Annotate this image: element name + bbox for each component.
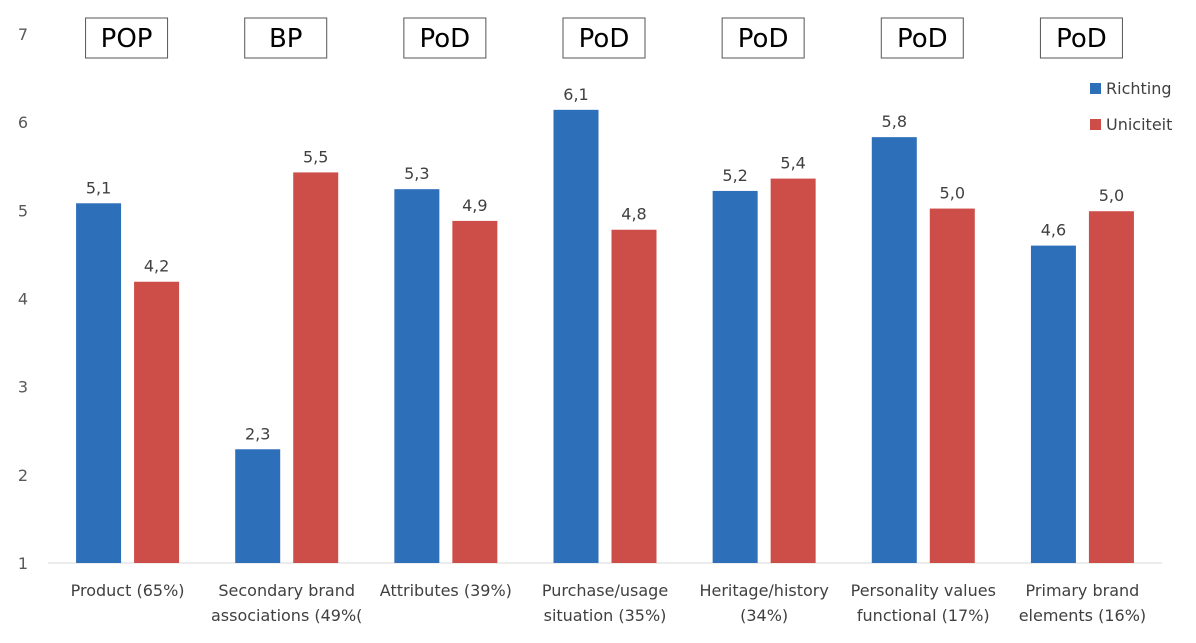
data-label: 5,5 <box>303 147 328 166</box>
data-label: 5,1 <box>86 178 111 197</box>
x-category-label: Purchase/usage <box>542 581 668 600</box>
x-category-label: situation (35%) <box>544 606 667 625</box>
tag-label: PoD <box>420 24 471 54</box>
tag-box <box>721 17 805 59</box>
x-category-label: Attributes (39%) <box>380 581 512 600</box>
tag-label: BP <box>269 24 303 54</box>
data-label: 4,2 <box>144 257 169 276</box>
y-tick-label: 6 <box>18 113 28 132</box>
x-category-label: Heritage/history <box>699 581 828 600</box>
data-label: 4,6 <box>1041 221 1066 240</box>
y-tick-label: 2 <box>18 466 28 485</box>
data-label: 2,3 <box>245 424 270 443</box>
x-category-label: functional (17%) <box>857 606 990 625</box>
data-label: 5,4 <box>780 154 805 173</box>
y-tick-label: 7 <box>18 25 28 44</box>
bar-richting-6 <box>871 137 917 563</box>
x-category-label: Primary brand <box>1026 581 1140 600</box>
data-label: 6,1 <box>563 85 588 104</box>
bar-uniciteit-5 <box>770 178 816 564</box>
tag-box <box>562 17 646 59</box>
bar-richting-4 <box>553 109 599 563</box>
tag-label: PoD <box>579 24 630 54</box>
x-category-label: Product (65%) <box>71 581 185 600</box>
y-tick-label: 4 <box>18 290 28 309</box>
legend-label: Uniciteit <box>1106 115 1172 134</box>
tag-box <box>403 17 487 59</box>
legend-label: Richting <box>1106 79 1172 98</box>
tag-label: POP <box>101 24 153 54</box>
tag-label: PoD <box>897 24 948 54</box>
data-label: 5,8 <box>882 112 907 131</box>
bar-richting-7 <box>1030 245 1076 563</box>
bar-uniciteit-4 <box>611 229 657 564</box>
bar-uniciteit-7 <box>1088 211 1134 563</box>
x-category-label: (34%) <box>740 606 788 625</box>
bar-richting-3 <box>394 189 440 563</box>
tag-box <box>244 17 328 59</box>
bar-richting-5 <box>712 190 758 564</box>
x-category-label: associations (49%( <box>211 606 362 625</box>
legend-swatch-richting <box>1090 83 1101 94</box>
x-category-label: Secondary brand <box>218 581 355 600</box>
data-label: 5,3 <box>404 164 429 183</box>
data-label: 4,9 <box>462 196 487 215</box>
bar-richting-2 <box>235 449 281 563</box>
tag-box <box>880 17 964 59</box>
data-label: 5,2 <box>722 166 747 185</box>
y-tick-label: 1 <box>18 554 28 573</box>
legend-swatch-uniciteit <box>1090 119 1101 130</box>
bar-uniciteit-2 <box>293 172 339 563</box>
bar-uniciteit-6 <box>929 208 975 563</box>
y-tick-label: 3 <box>18 378 28 397</box>
tag-label: PoD <box>1056 24 1107 54</box>
bar-uniciteit-1 <box>134 281 180 563</box>
data-label: 5,0 <box>940 184 965 203</box>
x-category-label: elements (16%) <box>1019 606 1146 625</box>
tag-label: PoD <box>738 24 789 54</box>
data-label: 4,8 <box>621 205 646 224</box>
bar-richting-1 <box>76 203 122 563</box>
tag-box <box>1039 17 1123 59</box>
x-category-label: Personality values <box>851 581 996 600</box>
data-label: 5,0 <box>1099 186 1124 205</box>
y-tick-label: 5 <box>18 201 28 220</box>
bar-uniciteit-3 <box>452 220 498 563</box>
tag-box <box>85 17 169 59</box>
